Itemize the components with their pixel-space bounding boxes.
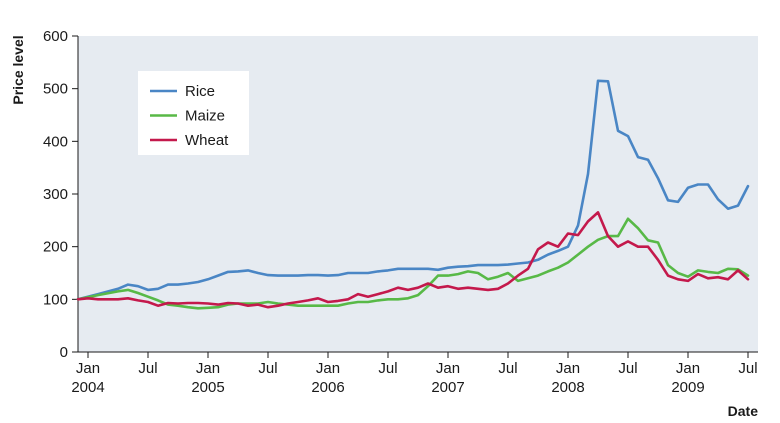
- x-tick-label: Jan: [196, 360, 220, 377]
- series-line-rice: [76, 79, 750, 301]
- x-tick-year-label: 2008: [551, 379, 584, 396]
- legend-label-maize: Maize: [185, 108, 225, 125]
- y-axis: 0 100 200 300 400 500 600: [43, 28, 79, 361]
- x-tick-label: Jul: [738, 360, 757, 377]
- x-tick-label: Jan: [316, 360, 340, 377]
- x-tick-year-label: 2009: [671, 379, 704, 396]
- x-tick-year-label: 2004: [71, 379, 104, 396]
- y-tick-label: 0: [60, 344, 68, 361]
- y-tick-label: 600: [43, 28, 68, 45]
- x-tick-label: Jul: [378, 360, 397, 377]
- x-tick-label: Jan: [76, 360, 100, 377]
- x-tick-label: Jul: [138, 360, 157, 377]
- y-tick-label: 500: [43, 81, 68, 98]
- x-tick-label: Jul: [498, 360, 517, 377]
- y-axis-title: Price level: [10, 35, 26, 104]
- y-tick-label: 400: [43, 133, 68, 150]
- x-tick-year-label: 2006: [311, 379, 344, 396]
- y-tick-label: 200: [43, 239, 68, 256]
- x-tick-label: Jul: [258, 360, 277, 377]
- legend-label-wheat: Wheat: [185, 132, 229, 149]
- x-tick-label: Jan: [676, 360, 700, 377]
- legend-label-rice: Rice: [185, 83, 215, 100]
- series-lines: [76, 79, 750, 310]
- x-tick-year-label: 2005: [191, 379, 224, 396]
- x-tick-label: Jul: [618, 360, 637, 377]
- x-axis-title: Date: [728, 403, 759, 419]
- x-tick-label: Jan: [556, 360, 580, 377]
- x-tick-year-label: 2007: [431, 379, 464, 396]
- series-line-maize: [76, 217, 750, 310]
- x-tick-label: Jan: [436, 360, 460, 377]
- y-tick-label: 100: [43, 291, 68, 308]
- legend: Rice Maize Wheat: [138, 71, 249, 155]
- y-tick-label: 300: [43, 186, 68, 203]
- series-line-wheat: [76, 211, 750, 309]
- x-axis: Jan 2004 Jul Jan 2005 Jul Jan 2006 Jul Jan 2007 Jul…: [71, 351, 758, 396]
